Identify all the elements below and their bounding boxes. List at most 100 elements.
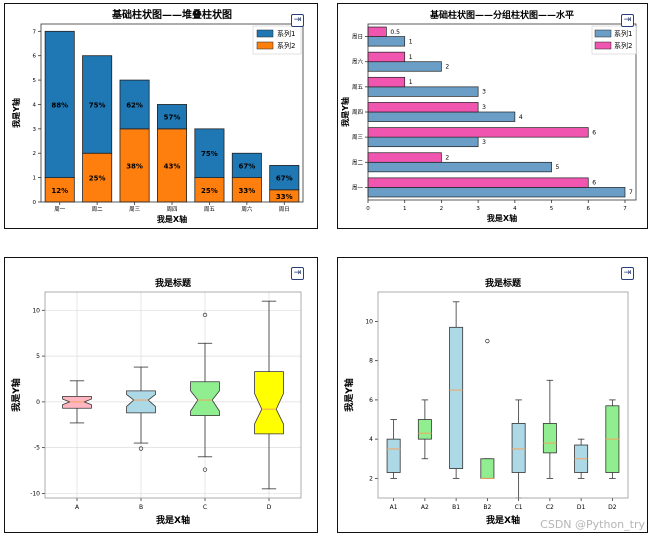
bar-label-series2: 33% [276, 193, 293, 201]
legend-swatch-series2 [594, 41, 612, 50]
bar-label-series1: 1 [409, 38, 413, 45]
y-tick-label: 2 [33, 151, 37, 157]
bar-label-series1: 7 [629, 189, 633, 196]
bar-label-series2: 12% [51, 187, 68, 195]
flier-point [485, 338, 490, 344]
flier-point [202, 312, 208, 318]
hbar-series2 [367, 127, 589, 138]
chart-horizontal-grouped-bar: 基础柱状图——分组柱状图——水平 0 1 2 3 4 5 6 7 7 6 周一 5 2 周二 3 6 周三 4 3 周四… [340, 9, 637, 223]
plot-frame [44, 291, 302, 499]
x-tick-label: 0 [366, 206, 370, 212]
box-C1 [511, 423, 526, 473]
x-tick-label: 5 [550, 206, 554, 212]
hbar-series2 [367, 102, 479, 113]
bar-series2 [44, 177, 75, 203]
legend-label-series1: 系列1 [277, 29, 295, 38]
bar-series1 [119, 79, 150, 130]
y-tick-label: 7 [33, 29, 37, 35]
hbar-series1 [367, 161, 552, 173]
expand-icon[interactable]: ⇥ [621, 267, 634, 280]
legend-swatch-series2 [256, 41, 274, 50]
hbar-series2 [367, 177, 589, 188]
bar-label-series1: 2 [445, 63, 449, 70]
hbar-series2 [367, 76, 406, 88]
bar-label-series1: 67% [238, 162, 255, 170]
bar-label-series1: 75% [201, 150, 218, 158]
x-tick-label: 周二 [92, 206, 104, 213]
x-tick-label: A1 [390, 504, 398, 511]
box-C [190, 381, 220, 417]
hbar-series2 [367, 152, 442, 163]
watermark: CSDN @Python_try [540, 518, 645, 531]
legend-swatch-series1 [594, 29, 612, 38]
x-tick-label: C [203, 504, 207, 511]
bar-series2 [119, 128, 150, 203]
box-A2 [417, 419, 432, 440]
bar-label-series1: 3 [482, 89, 486, 96]
y-tick-label: 10 [32, 307, 40, 314]
panel-notched-box: 我是标题 -10 -5 0 5 10 A B C D 我是X轴 我是Y轴 ⇥ [4, 257, 318, 533]
bar-label-series2: 2 [445, 155, 449, 162]
x-tick-label: D2 [608, 504, 617, 511]
x-tick-label: B2 [483, 504, 491, 511]
y-tick-label: -5 [34, 445, 40, 452]
bar-label-series2: 1 [409, 79, 413, 86]
y-tick-label: -10 [30, 490, 40, 497]
x-tick-label: 周六 [241, 205, 253, 213]
bar-label-series1: 62% [126, 101, 143, 109]
chart-title: 我是标题 [485, 277, 522, 289]
plot-frame [40, 23, 304, 203]
bar-label-series2: 3 [482, 104, 486, 111]
x-tick-label: D1 [577, 504, 586, 511]
x-tick-label: A2 [421, 504, 429, 511]
bar-label-series1: 57% [164, 114, 181, 122]
x-axis-label: 我是X轴 [487, 213, 517, 223]
bar-series1 [157, 104, 187, 130]
bar-series1 [82, 55, 113, 154]
expand-icon[interactable]: ⇥ [291, 14, 304, 27]
box-B2 [480, 458, 495, 479]
bar-label-series1: 75% [89, 101, 106, 109]
panel-grouped-box: 我是标题 2 4 6 8 10 A1 A2 B1 B2 C1 C2 D1 D2 我是X轴 我是Y轴 ⇥ [337, 257, 648, 533]
x-tick-label: 周四 [166, 206, 177, 213]
x-tick-label: B [139, 504, 143, 511]
y-tick-label: 周二 [352, 159, 364, 166]
y-axis-label: 我是Y轴 [340, 97, 350, 127]
bar-series1 [269, 165, 300, 191]
x-tick-label: D [267, 504, 272, 511]
y-tick-label: 0 [36, 399, 40, 406]
legend-swatch-series1 [256, 29, 274, 38]
hbar-series1 [367, 187, 626, 198]
x-tick-label: C1 [515, 504, 523, 511]
box-B [126, 390, 156, 414]
x-tick-label: 3 [476, 206, 480, 212]
flier-point [138, 446, 144, 451]
x-tick-label: 4 [513, 206, 517, 212]
hbar-series2 [367, 51, 406, 63]
y-tick-label: 6 [33, 54, 37, 60]
x-tick-label: 2 [440, 206, 444, 212]
y-tick-label: 周日 [352, 34, 363, 41]
hbar-series1 [367, 36, 406, 47]
y-tick-label: 周一 [352, 184, 364, 191]
y-tick-label: 6 [369, 397, 373, 404]
x-tick-label: 1 [403, 206, 407, 212]
bar-label-series2: 43% [164, 162, 181, 170]
y-tick-label: 5 [36, 353, 40, 360]
x-tick-label: 周三 [129, 206, 141, 213]
bar-label-series1: 5 [556, 164, 560, 171]
expand-icon[interactable]: ⇥ [291, 267, 304, 280]
bar-label-series2: 25% [201, 187, 218, 195]
y-tick-label: 10 [365, 318, 373, 325]
y-tick-label: 8 [369, 358, 373, 365]
y-tick-label: 3 [33, 127, 37, 133]
bar-series1 [231, 152, 262, 179]
hbar-series1 [367, 61, 442, 72]
y-tick-label: 4 [369, 436, 373, 443]
plot-frame [367, 23, 637, 201]
x-axis-label: 我是X轴 [486, 514, 520, 526]
y-tick-label: 1 [33, 176, 37, 182]
expand-icon[interactable]: ⇥ [621, 14, 634, 27]
bar-label-series2: 0.5 [390, 29, 400, 36]
bar-label-series2: 1 [409, 54, 413, 61]
